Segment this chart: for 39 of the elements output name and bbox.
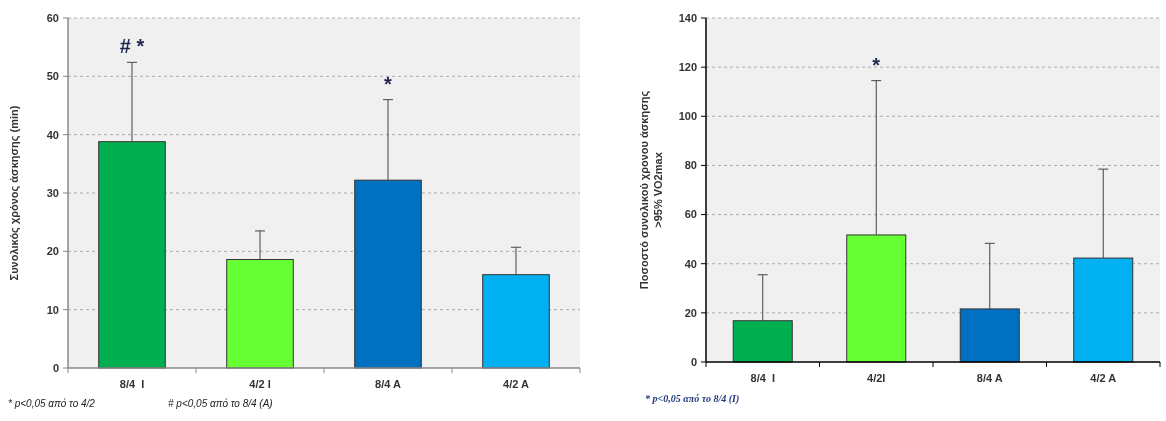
bar [482, 274, 550, 369]
bar [732, 320, 793, 363]
x-tick-label: 4/2 I [249, 378, 271, 390]
bar [226, 259, 294, 369]
x-tick-label: 4/2I [867, 372, 886, 384]
x-tick-label: 4/2 A [1090, 372, 1117, 384]
x-tick-label: 8/4 A [976, 372, 1003, 384]
y-tick-label: 0 [52, 361, 59, 374]
text: * p<0,05 από το 4/2 [8, 398, 96, 409]
y-tick-label: 10 [46, 303, 59, 316]
bar [846, 234, 907, 363]
bar [354, 179, 422, 369]
y-axis-title: Ποσοστό συνολικού χρονου άσκησης >95% VO2max [638, 90, 664, 290]
y-axis-title: Συνολικός χρόνος άσκησης (min) [8, 105, 21, 281]
y-tick-label: 120 [678, 60, 697, 73]
bar [1073, 257, 1134, 363]
annotation: # * [119, 35, 145, 58]
y-tick-label: 80 [684, 159, 697, 172]
x-tick-label: 8/4 I [119, 378, 145, 390]
y-tick-label: 100 [678, 110, 697, 123]
annotation: * [384, 72, 393, 95]
bar [98, 141, 166, 369]
y-tick-label: 40 [46, 128, 59, 141]
y-tick-label: 0 [690, 355, 697, 368]
y-tick-label: 50 [46, 70, 59, 83]
annotation: * [872, 53, 881, 76]
y-tick-label: 20 [684, 306, 697, 319]
y-tick-label: 30 [46, 186, 59, 199]
bar [959, 308, 1020, 363]
x-tick-label: 4/2 A [503, 378, 529, 390]
y-tick-label: 20 [46, 245, 59, 258]
x-tick-label: 8/4 I [750, 372, 775, 384]
text: # p<0,05 από το 8/4 (A) [168, 398, 273, 409]
y-tick-label: 60 [46, 11, 59, 24]
y-tick-label: 60 [684, 208, 697, 221]
y-tick-label: 40 [684, 257, 697, 270]
text: * p<0,05 από το 8/4 (I) [645, 393, 740, 405]
y-tick-label: 140 [678, 11, 697, 24]
x-tick-label: 8/4 A [375, 378, 401, 390]
